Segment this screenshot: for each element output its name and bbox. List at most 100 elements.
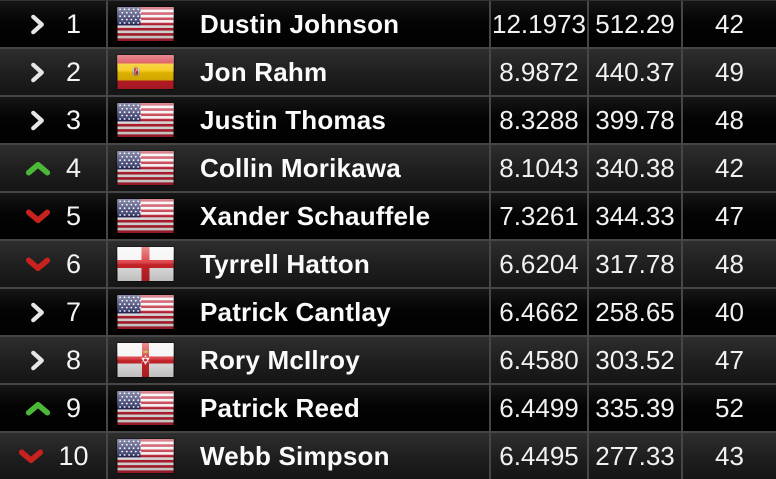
player-cell: Collin Morikawa xyxy=(106,145,489,191)
table-row[interactable]: 10 Webb Simpson 6.4495 277.33 43 xyxy=(0,431,776,479)
table-row[interactable]: 8 Rory McIlroy 6.4580 303.52 47 xyxy=(0,335,776,383)
player-cell: Xander Schauffele xyxy=(106,193,489,239)
flag-esp-icon xyxy=(117,55,174,89)
player-cell: Patrick Cantlay xyxy=(106,289,489,335)
player-cell: Patrick Reed xyxy=(106,385,489,431)
rank-cell: 8 xyxy=(0,337,106,383)
player-name: Rory McIlroy xyxy=(200,344,360,375)
rank-number: 5 xyxy=(65,200,82,231)
average-points-cell: 6.4495 xyxy=(489,433,587,479)
player-name: Jon Rahm xyxy=(200,56,328,87)
chevron-down-icon xyxy=(24,203,52,229)
total-points-cell: 317.78 xyxy=(587,241,681,287)
average-points-cell: 8.9872 xyxy=(489,49,587,95)
events-cell: 47 xyxy=(681,193,776,239)
rank-number: 10 xyxy=(58,440,89,471)
rank-number: 1 xyxy=(65,8,82,39)
player-name: Xander Schauffele xyxy=(200,200,431,231)
chevron-right-icon xyxy=(24,347,52,373)
rank-number: 8 xyxy=(65,344,82,375)
table-row[interactable]: 6 Tyrrell Hatton 6.6204 317.78 48 xyxy=(0,239,776,287)
flag-usa-icon xyxy=(117,103,174,137)
player-cell: Dustin Johnson xyxy=(106,1,489,47)
flag-usa-icon xyxy=(117,151,174,185)
player-name: Justin Thomas xyxy=(200,104,387,135)
total-points-cell: 277.33 xyxy=(587,433,681,479)
events-cell: 40 xyxy=(681,289,776,335)
average-points-cell: 6.4662 xyxy=(489,289,587,335)
rank-cell: 1 xyxy=(0,1,106,47)
rank-cell: 5 xyxy=(0,193,106,239)
player-name: Collin Morikawa xyxy=(200,152,401,183)
average-points-cell: 6.4499 xyxy=(489,385,587,431)
player-name: Tyrrell Hatton xyxy=(200,248,370,279)
player-cell: Jon Rahm xyxy=(106,49,489,95)
events-cell: 47 xyxy=(681,337,776,383)
player-name: Patrick Cantlay xyxy=(200,296,391,327)
rank-cell: 10 xyxy=(0,433,106,479)
chevron-right-icon xyxy=(24,11,52,37)
table-row[interactable]: 5 Xander Schauffele 7.3261 344.33 47 xyxy=(0,191,776,239)
rank-cell: 2 xyxy=(0,49,106,95)
rank-number: 4 xyxy=(65,152,82,183)
rank-cell: 7 xyxy=(0,289,106,335)
total-points-cell: 258.65 xyxy=(587,289,681,335)
total-points-cell: 440.37 xyxy=(587,49,681,95)
rank-number: 7 xyxy=(65,296,82,327)
total-points-cell: 399.78 xyxy=(587,97,681,143)
table-row[interactable]: 7 Patrick Cantlay 6.4662 258.65 40 xyxy=(0,287,776,335)
total-points-cell: 340.38 xyxy=(587,145,681,191)
chevron-up-icon xyxy=(24,155,52,181)
events-cell: 49 xyxy=(681,49,776,95)
rank-cell: 6 xyxy=(0,241,106,287)
total-points-cell: 335.39 xyxy=(587,385,681,431)
average-points-cell: 12.1973 xyxy=(489,1,587,47)
events-cell: 43 xyxy=(681,433,776,479)
average-points-cell: 6.6204 xyxy=(489,241,587,287)
average-points-cell: 7.3261 xyxy=(489,193,587,239)
total-points-cell: 303.52 xyxy=(587,337,681,383)
table-row[interactable]: 4 Collin Morikawa 8.1043 340.38 42 xyxy=(0,143,776,191)
player-name: Webb Simpson xyxy=(200,440,390,471)
total-points-cell: 512.29 xyxy=(587,1,681,47)
flag-usa-icon xyxy=(117,295,174,329)
chevron-right-icon xyxy=(24,299,52,325)
chevron-down-icon xyxy=(24,251,52,277)
player-cell: Rory McIlroy xyxy=(106,337,489,383)
events-cell: 42 xyxy=(681,145,776,191)
flag-usa-icon xyxy=(117,439,174,473)
flag-usa-icon xyxy=(117,199,174,233)
events-cell: 48 xyxy=(681,97,776,143)
rank-number: 6 xyxy=(65,248,82,279)
player-cell: Webb Simpson xyxy=(106,433,489,479)
average-points-cell: 8.1043 xyxy=(489,145,587,191)
table-row[interactable]: 2 Jon Rahm 8.9872 440.37 49 xyxy=(0,47,776,95)
events-cell: 48 xyxy=(681,241,776,287)
rank-cell: 3 xyxy=(0,97,106,143)
rank-number: 2 xyxy=(65,56,82,87)
player-cell: Tyrrell Hatton xyxy=(106,241,489,287)
table-row[interactable]: 1 Dustin Johnson 12.1973 512.29 42 xyxy=(0,1,776,47)
rank-cell: 4 xyxy=(0,145,106,191)
rank-number: 3 xyxy=(65,104,82,135)
average-points-cell: 8.3288 xyxy=(489,97,587,143)
rank-cell: 9 xyxy=(0,385,106,431)
rank-number: 9 xyxy=(65,392,82,423)
chevron-right-icon xyxy=(24,107,52,133)
chevron-down-icon xyxy=(17,443,45,469)
chevron-up-icon xyxy=(24,395,52,421)
events-cell: 42 xyxy=(681,1,776,47)
total-points-cell: 344.33 xyxy=(587,193,681,239)
flag-usa-icon xyxy=(117,7,174,41)
flag-nir-icon xyxy=(117,343,174,377)
table-row[interactable]: 3 Justin Thomas 8.3288 399.78 48 xyxy=(0,95,776,143)
events-cell: 52 xyxy=(681,385,776,431)
flag-eng-icon xyxy=(117,247,174,281)
average-points-cell: 6.4580 xyxy=(489,337,587,383)
player-name: Dustin Johnson xyxy=(200,8,400,39)
table-row[interactable]: 9 Patrick Reed 6.4499 335.39 52 xyxy=(0,383,776,431)
player-name: Patrick Reed xyxy=(200,392,360,423)
flag-usa-icon xyxy=(117,391,174,425)
chevron-right-icon xyxy=(24,59,52,85)
